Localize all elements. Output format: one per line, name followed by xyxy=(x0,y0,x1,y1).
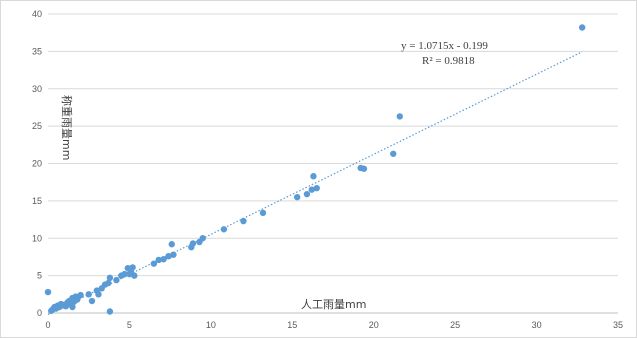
data-point xyxy=(113,276,120,284)
data-point xyxy=(313,184,320,192)
data-point xyxy=(396,113,403,120)
x-tick-label: 0 xyxy=(45,320,50,330)
trendline-equation: y = 1.0715x - 0.199 xyxy=(401,40,488,52)
data-point xyxy=(189,240,197,247)
y-tick-label: 40 xyxy=(32,9,42,19)
data-point xyxy=(121,270,128,278)
data-point xyxy=(168,241,175,248)
y-tick-label: 15 xyxy=(32,196,42,206)
data-point xyxy=(69,303,76,311)
data-points xyxy=(44,24,586,315)
data-point xyxy=(259,209,267,217)
data-point xyxy=(310,173,317,180)
data-point xyxy=(77,291,84,299)
y-tick-label: 35 xyxy=(32,46,42,56)
data-point xyxy=(199,235,206,242)
data-point xyxy=(131,272,138,279)
y-tick-label: 0 xyxy=(37,308,42,318)
x-tick-label: 35 xyxy=(613,320,623,330)
data-point xyxy=(88,297,96,305)
y-tick-label: 10 xyxy=(32,233,42,243)
x-axis-title: 人工雨量mm xyxy=(301,298,366,311)
data-point xyxy=(44,288,52,296)
data-point xyxy=(129,264,136,271)
x-tick-label: 10 xyxy=(206,320,216,330)
data-point xyxy=(155,256,162,264)
x-tick-label: 5 xyxy=(127,320,132,330)
y-axis-title: 称重雨量mm xyxy=(60,95,74,160)
data-point xyxy=(390,150,397,157)
trendline-layer xyxy=(47,51,583,316)
x-tick-label: 25 xyxy=(450,320,460,330)
x-tick-label: 20 xyxy=(369,320,379,330)
y-tick-label: 20 xyxy=(32,159,42,169)
y-tick-label: 25 xyxy=(32,121,42,131)
data-point xyxy=(293,193,301,201)
grid-lines xyxy=(48,13,618,277)
data-point xyxy=(165,252,172,260)
data-point xyxy=(105,279,112,287)
data-point xyxy=(360,165,368,172)
y-tick-label: 5 xyxy=(37,271,42,281)
trendline xyxy=(47,51,583,316)
y-tick-label: 30 xyxy=(32,84,42,94)
data-point xyxy=(106,308,114,315)
data-point xyxy=(95,291,102,298)
data-point xyxy=(150,260,158,267)
r-squared-label: R² = 0.9818 xyxy=(422,55,475,67)
data-point xyxy=(578,24,586,31)
data-point xyxy=(220,226,228,233)
tick-labels: 0 5 10 15 20 25 30 35 40 0 5 10 15 20 25 30 35 xyxy=(32,9,623,330)
data-point xyxy=(74,296,81,303)
data-point xyxy=(85,291,92,298)
data-point xyxy=(160,255,167,263)
x-tick-label: 30 xyxy=(532,320,542,330)
data-point xyxy=(106,274,114,282)
data-point xyxy=(303,190,311,198)
x-tick-label: 15 xyxy=(287,320,297,330)
data-point xyxy=(170,251,177,258)
equation-annotation: y = 1.0715x - 0.199 R² = 0.9818 xyxy=(401,40,488,67)
data-point xyxy=(308,186,316,193)
data-point xyxy=(240,217,247,225)
